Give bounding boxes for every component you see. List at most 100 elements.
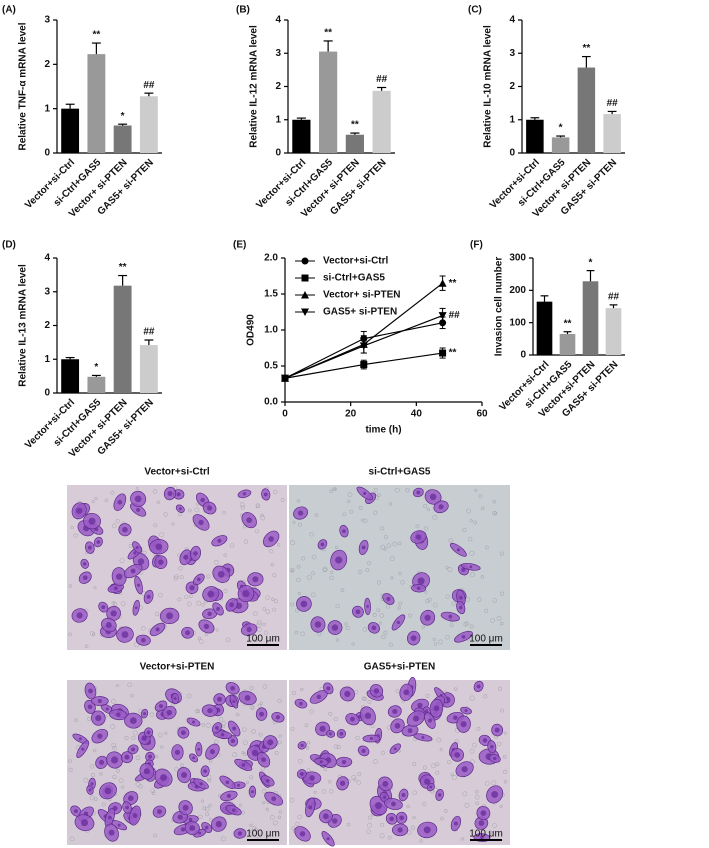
pore <box>177 553 181 557</box>
nucleus <box>454 752 461 758</box>
pore <box>277 543 281 547</box>
x-tick-label: 40 <box>411 409 423 420</box>
pore <box>252 826 257 831</box>
pore <box>131 735 136 740</box>
pore <box>480 506 485 511</box>
pore <box>503 731 507 735</box>
pore <box>205 812 210 817</box>
pore <box>135 755 141 761</box>
pore <box>68 759 72 763</box>
nucleus <box>326 686 331 691</box>
pore <box>209 817 213 822</box>
pore <box>201 603 205 607</box>
nucleus <box>326 837 330 841</box>
pore <box>329 575 334 581</box>
pore <box>469 519 473 523</box>
pore <box>291 826 296 830</box>
significance-label: * <box>559 123 563 134</box>
nucleus <box>97 698 102 704</box>
pore <box>328 780 332 784</box>
nucleus <box>96 540 101 544</box>
marker <box>281 374 289 383</box>
pore <box>357 772 362 777</box>
pore <box>152 489 158 494</box>
nucleus <box>78 737 82 741</box>
pore <box>440 816 444 821</box>
nucleus <box>241 763 246 767</box>
nucleus <box>396 620 401 625</box>
marker <box>359 342 368 350</box>
pore <box>329 489 333 493</box>
significance-label: ## <box>143 80 155 91</box>
nucleus <box>137 583 141 587</box>
pore <box>101 802 106 807</box>
pore <box>218 717 224 722</box>
bar <box>319 51 338 153</box>
scale-bar-label: 100 μm <box>246 829 280 840</box>
significance-label: ** <box>582 43 590 54</box>
nucleus <box>308 805 313 810</box>
pore <box>425 598 430 604</box>
pore <box>425 693 430 698</box>
pore <box>309 709 314 714</box>
scale-bar-label: 100 μm <box>246 634 280 645</box>
pore <box>322 566 328 572</box>
nucleus <box>90 782 94 786</box>
bar <box>113 285 132 393</box>
pore <box>435 762 440 767</box>
nucleus <box>101 605 106 610</box>
nucleus <box>107 815 112 820</box>
nucleus <box>176 492 181 497</box>
nucleus <box>344 690 351 698</box>
pore <box>380 544 386 550</box>
nucleus <box>104 787 112 795</box>
pore <box>488 830 493 835</box>
pore <box>272 607 277 612</box>
pore <box>116 769 120 773</box>
pore <box>206 775 212 780</box>
y-axis-label: Relative TNF-α mRNA level <box>18 22 29 150</box>
y-tick-label: 0 <box>509 148 515 159</box>
marker <box>360 361 368 369</box>
pore <box>155 755 159 759</box>
pore <box>321 789 327 794</box>
pore <box>141 626 146 631</box>
pore <box>335 638 340 642</box>
nucleus <box>158 704 164 709</box>
nucleus <box>320 542 325 547</box>
nucleus <box>207 611 212 617</box>
pore <box>480 575 485 579</box>
pore <box>388 642 393 647</box>
pore <box>499 551 504 556</box>
pore <box>120 601 126 607</box>
pore <box>290 567 295 572</box>
nucleus <box>415 534 422 540</box>
pore <box>465 597 471 602</box>
pore <box>470 572 476 577</box>
pore <box>334 545 339 549</box>
pore <box>304 723 309 728</box>
nucleus <box>341 759 347 765</box>
nucleus <box>230 738 236 743</box>
pore <box>68 632 72 637</box>
nucleus <box>361 748 366 753</box>
pore <box>150 788 155 794</box>
nucleus <box>374 801 383 810</box>
pore <box>121 785 125 789</box>
nucleus <box>364 712 372 720</box>
bar <box>87 376 106 393</box>
nucleus <box>480 810 487 817</box>
pore <box>115 683 120 688</box>
pore <box>272 489 278 495</box>
pore <box>307 741 311 745</box>
y-tick-label: 2 <box>44 320 50 331</box>
nucleus <box>416 586 421 590</box>
nucleus <box>401 792 406 797</box>
legend-label: GAS5+ si-PTEN <box>323 307 397 318</box>
nucleus <box>189 585 195 591</box>
pore <box>483 694 488 699</box>
pore <box>271 597 275 601</box>
pore <box>377 493 381 497</box>
pore <box>249 704 255 710</box>
nucleus <box>416 490 421 495</box>
